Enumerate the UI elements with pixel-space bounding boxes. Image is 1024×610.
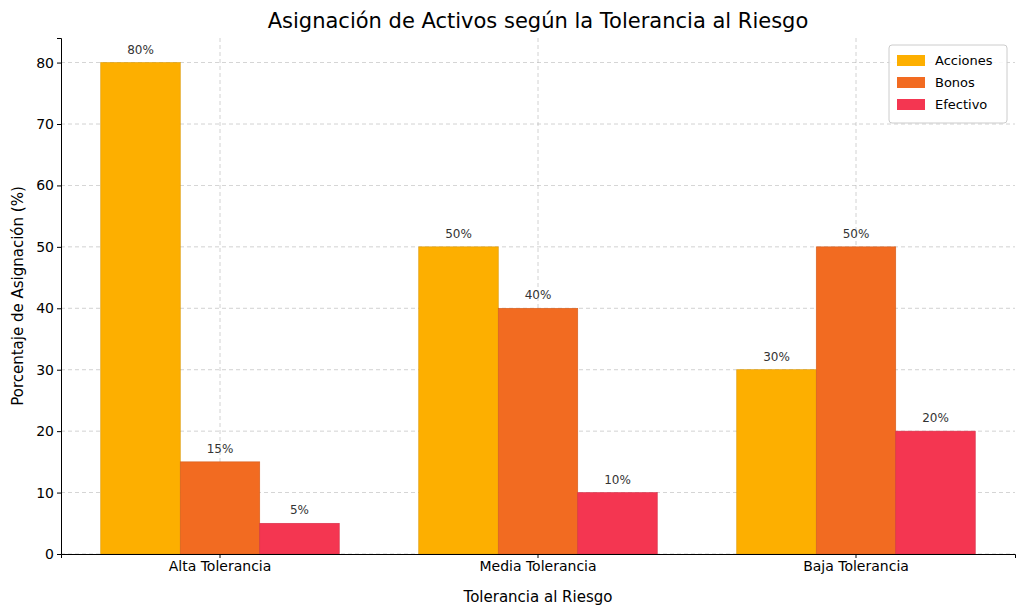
- tick-label: 50: [36, 239, 54, 255]
- tick-label: Baja Tolerancia: [803, 558, 909, 574]
- y-tick: 50: [36, 239, 61, 255]
- title: Asignación de Activos según la Toleranci…: [268, 9, 809, 33]
- legend-box: [889, 45, 1007, 123]
- axis-line: [57, 39, 62, 555]
- legend-swatch: [897, 99, 925, 110]
- bar: [260, 523, 340, 554]
- data-label: 5%: [290, 503, 309, 517]
- legend: Acciones Bonos Efectivo: [889, 45, 1007, 123]
- bar: [498, 308, 578, 554]
- data-label: 80%: [127, 43, 154, 57]
- tick-label: 80: [36, 55, 54, 71]
- data-labels: 80% 50% 30% 15% 40% 50% 5% 10% 20%: [127, 43, 949, 518]
- tick-label: 40: [36, 300, 54, 316]
- y-tick: 20: [36, 423, 61, 439]
- bar: [896, 431, 976, 554]
- tick-label: 10: [36, 485, 54, 501]
- legend-label: Efectivo: [935, 97, 987, 112]
- y-axis-title: Porcentaje de Asignación (%): [9, 186, 27, 406]
- tick-mark: [57, 308, 61, 309]
- y-tick: 60: [36, 177, 61, 193]
- tick-label: 20: [36, 423, 54, 439]
- bar: [578, 493, 658, 554]
- grid: [61, 38, 1015, 554]
- tick-label: 0: [45, 546, 54, 562]
- data-label: 50%: [445, 227, 472, 241]
- y-tick: 30: [36, 362, 61, 378]
- bar: [101, 63, 181, 554]
- x-tick: Media Tolerancia: [479, 554, 596, 574]
- legend-label: Acciones: [935, 53, 993, 68]
- tick-mark: [57, 63, 61, 64]
- tick-mark: [57, 431, 61, 432]
- legend-swatch: [897, 55, 925, 66]
- tick-mark: [57, 493, 61, 494]
- tick-mark: [57, 185, 61, 186]
- bars: [101, 63, 976, 554]
- y-tick: 40: [36, 300, 61, 316]
- tick-label: 60: [36, 177, 54, 193]
- bar: [419, 247, 499, 554]
- legend-item: Efectivo: [897, 97, 987, 112]
- chart: 80% 50% 30% 15% 40% 50% 5% 10% 20% 0 10 20 30 40 50 60 7…: [0, 0, 1024, 610]
- tick-mark: [57, 370, 61, 371]
- bar: [816, 247, 896, 554]
- data-label: 15%: [207, 442, 234, 456]
- data-label: 20%: [922, 411, 949, 425]
- y-tick: 70: [36, 116, 61, 132]
- legend-swatch: [897, 77, 925, 88]
- data-label: 10%: [604, 473, 631, 487]
- data-label: 30%: [763, 350, 790, 364]
- tick-mark: [57, 247, 61, 248]
- plot-area: 80% 50% 30% 15% 40% 50% 5% 10% 20% 0 10 20 30 40 50 60 7…: [36, 38, 1015, 574]
- tick-label: 30: [36, 362, 54, 378]
- y-tick: 80: [36, 55, 61, 71]
- y-tick: 0: [45, 546, 61, 562]
- tick-label: Media Tolerancia: [479, 558, 596, 574]
- x-tick: Baja Tolerancia: [803, 554, 909, 574]
- tick-label: 70: [36, 116, 54, 132]
- bar: [737, 370, 817, 554]
- legend-item: Bonos: [897, 75, 975, 90]
- tick-label: Alta Tolerancia: [169, 558, 272, 574]
- x-tick: Alta Tolerancia: [169, 554, 272, 574]
- bar: [180, 462, 260, 554]
- x-axis-title: Tolerancia al Riesgo: [463, 588, 613, 606]
- data-label: 40%: [525, 288, 552, 302]
- y-axis: 0 10 20 30 40 50 60 70 80: [36, 39, 61, 562]
- y-tick: 10: [36, 485, 61, 501]
- tick-mark: [57, 124, 61, 125]
- x-axis: Alta Tolerancia Media Tolerancia Baja Tole…: [62, 554, 1016, 574]
- legend-label: Bonos: [935, 75, 975, 90]
- tick-mark: [57, 554, 61, 555]
- data-label: 50%: [843, 227, 870, 241]
- legend-item: Acciones: [897, 53, 993, 68]
